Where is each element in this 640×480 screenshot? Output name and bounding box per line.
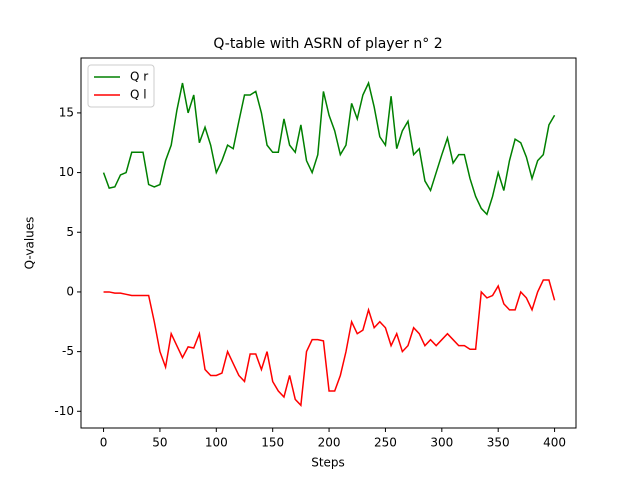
x-tick-label: 300 [430,436,453,450]
legend-label: Q l [130,88,147,102]
y-tick-label: -5 [62,344,74,358]
chart-title: Q-table with ASRN of player n° 2 [213,36,442,52]
x-tick-label: 150 [261,436,284,450]
line-series [103,279,556,408]
legend-box [87,64,155,108]
plot-area [80,57,577,429]
y-tick-label: 5 [66,225,74,239]
y-tick-label: 15 [59,105,74,119]
y-tick-label: 0 [66,284,74,298]
x-tick-label: 100 [205,436,228,450]
y-axis-label: Q-values [23,217,37,270]
y-tick-label: -10 [54,404,74,418]
x-tick-label: 50 [152,436,167,450]
legend-label: Q r [130,70,148,84]
x-tick-label: 250 [374,436,397,450]
y-tick-label: 10 [59,165,74,179]
x-axis-label: Steps [311,456,345,470]
x-tick-label: 0 [100,436,108,450]
x-tick-label: 400 [543,436,566,450]
x-tick-label: 200 [318,436,341,450]
line-series [102,80,556,216]
x-tick-label: 350 [487,436,510,450]
